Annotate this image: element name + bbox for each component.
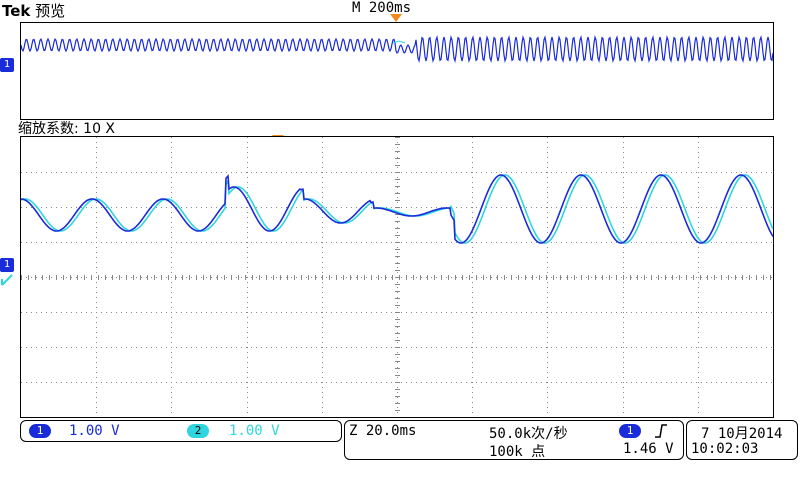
acquisition-readout[interactable]: Z 20.0ms 50.0k次/秒 100k 点 1 1.46 V: [344, 420, 684, 460]
mode-label: 预览: [35, 2, 66, 20]
ch2-scale: 1.00 V: [229, 423, 280, 439]
sample-rate: 50.0k次/秒: [489, 426, 568, 442]
brand-name: Tek: [2, 2, 31, 20]
trigger-level: 1.46 V: [623, 441, 674, 457]
zoom-timebase: Z 20.0ms: [349, 423, 417, 439]
rising-edge-icon: [653, 423, 669, 439]
ch1-pill[interactable]: 1: [29, 424, 51, 438]
record-length: 100k 点: [489, 444, 546, 460]
trigger-position-marker-icon: [390, 14, 402, 22]
time-label: 10:02:03: [691, 441, 759, 457]
ch2-pill[interactable]: 2: [187, 424, 209, 438]
overview-ch2-trace: [392, 40, 406, 44]
overview-waveform-svg: [21, 34, 773, 64]
overview-ch1-ground-marker: 1: [0, 58, 14, 72]
zoom-ch2-trace: [21, 174, 773, 244]
zoom-ch1-ground-marker: 1: [0, 258, 14, 272]
overview-waveform-panel[interactable]: [20, 22, 774, 120]
date-label: 7 10月2014: [701, 426, 783, 442]
graticule-grid: [21, 137, 772, 413]
trigger-source-pill[interactable]: 1: [619, 424, 641, 438]
zoom-ch1-trace: [21, 174, 773, 244]
main-timebase-label: M 200ms: [352, 0, 412, 16]
ch1-scale: 1.00 V: [69, 423, 120, 439]
zoom-waveform-panel[interactable]: [20, 136, 774, 418]
brand-label: Tek 预览: [2, 0, 65, 21]
zoom-ch2-ground-marker-icon: [0, 272, 14, 286]
datetime-readout: 7 10月2014 10:02:03: [686, 420, 798, 460]
zoom-factor-label: 缩放系数: 10 X: [18, 121, 116, 137]
top-status-bar: Tek 预览 M 200ms: [0, 0, 800, 22]
channel-scale-readout[interactable]: 1 1.00 V 2 1.00 V: [20, 420, 342, 442]
zoom-waveform-svg: [21, 137, 773, 413]
overview-ch1-trace: [21, 34, 773, 64]
